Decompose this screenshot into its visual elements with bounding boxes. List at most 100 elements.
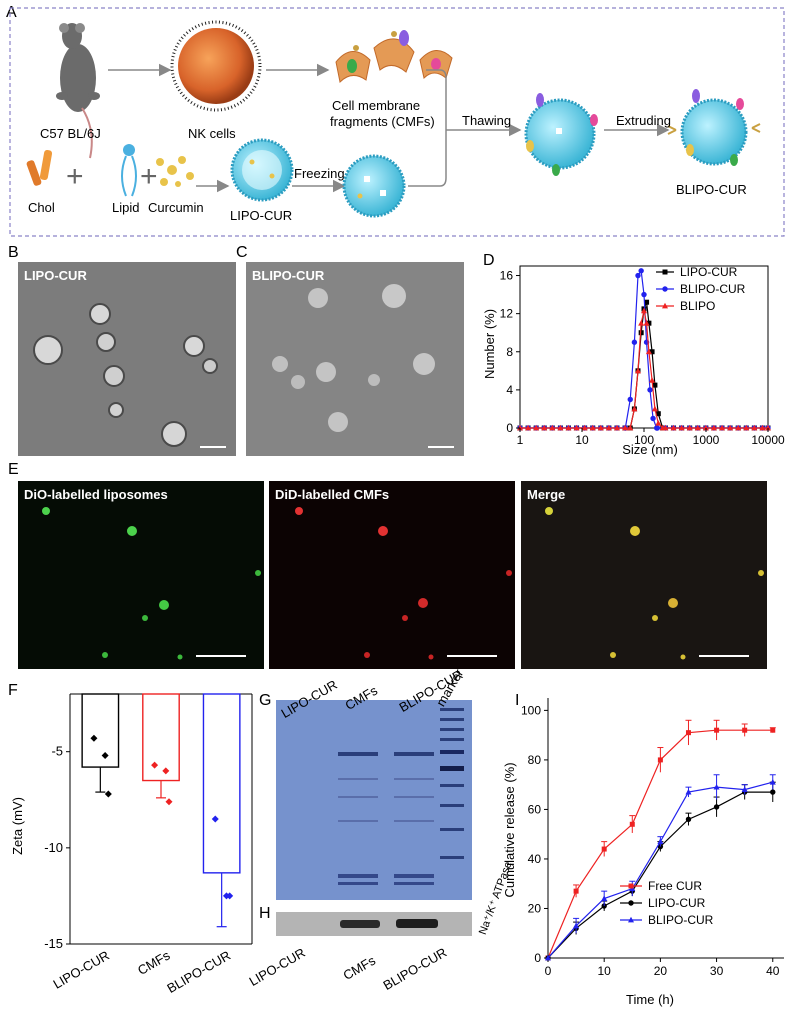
- zeta-bar-0: [81, 693, 120, 768]
- size-chart-y-label: Number (%): [482, 309, 497, 379]
- zeta-category-label-2: BLIPO-CUR: [164, 948, 233, 996]
- series-point: [655, 411, 661, 417]
- release-point: [770, 727, 776, 733]
- wb-band-blipo-cur: [396, 919, 438, 928]
- series-point: [638, 330, 644, 336]
- series-point: [649, 349, 655, 355]
- series-point: [635, 272, 641, 279]
- wb-band-cmfs: [340, 920, 380, 928]
- x-tick-label: 40: [766, 964, 780, 978]
- release-point: [769, 778, 776, 785]
- release-point: [657, 843, 664, 850]
- thawed-liposome-illustration: [524, 93, 598, 176]
- release-point: [685, 730, 691, 736]
- y-tick-label: 8: [506, 345, 513, 359]
- series-point: [605, 424, 612, 431]
- x-tick-label: 1: [517, 433, 524, 447]
- zeta-bar-2: [202, 693, 241, 874]
- size-distribution-chart: 1 10 100 1000 10000 0 4 8 12 16 Size (nm) Number …: [482, 265, 785, 457]
- release-series-line-1: [547, 791, 773, 959]
- series-point: [743, 424, 750, 431]
- cmf-label-line2: fragments (CMFs): [330, 114, 435, 129]
- release-chart-y-label: Cumulative release (%): [502, 762, 517, 897]
- series-point: [735, 424, 742, 431]
- fluorescence-label-merge: Merge: [527, 487, 566, 502]
- panel-label-b: B: [8, 244, 19, 261]
- series-point: [727, 424, 734, 431]
- series-point: [565, 424, 572, 431]
- panel-label-i: I: [515, 692, 520, 709]
- thawing-label: Thawing: [462, 113, 512, 128]
- release-legend-label-0: Free CUR: [648, 879, 702, 893]
- release-point: [714, 727, 720, 733]
- series-point: [653, 425, 660, 431]
- series-point: [525, 424, 532, 431]
- size-chart-ticks: 1 10 100 1000 10000 0 4 8 12 16: [500, 269, 785, 447]
- x-tick-label: 100: [634, 433, 654, 447]
- series-point: [655, 420, 662, 426]
- series-point: [631, 405, 638, 412]
- y-tick-label: -10: [44, 840, 63, 855]
- release-legend-label-2: BLIPO-CUR: [648, 913, 714, 927]
- release-legend-marker-1: [628, 900, 634, 906]
- zeta-data-point: [226, 892, 234, 900]
- lipo-cur-label: LIPO-CUR: [230, 208, 293, 223]
- tem-label-b: LIPO-CUR: [24, 268, 87, 283]
- legend-marker-2: [662, 302, 668, 309]
- series-point: [652, 382, 658, 388]
- lane-cmfs: [338, 752, 378, 885]
- panel-label-h: H: [259, 905, 271, 922]
- size-chart-x-label: Size (nm): [622, 442, 678, 457]
- series-point: [638, 268, 644, 274]
- y-tick-label: 60: [528, 802, 542, 816]
- chol-illustration: [26, 150, 53, 186]
- release-point: [601, 846, 607, 852]
- series-point: [597, 424, 604, 431]
- legend-label-0: LIPO-CUR: [680, 265, 738, 279]
- zeta-category-label-0: LIPO-CUR: [51, 948, 112, 992]
- legend-marker-1: [662, 286, 668, 292]
- gel-graphics: [276, 700, 472, 936]
- series-point: [638, 319, 645, 326]
- series-point: [643, 319, 650, 326]
- legend-marker-0: [662, 269, 668, 275]
- cmf-illustration: [335, 30, 453, 84]
- series-point: [644, 299, 650, 305]
- scale-bar-b: [200, 446, 226, 448]
- series-point: [627, 424, 634, 431]
- lipo-cur-illustration: [230, 138, 294, 202]
- series-point: [751, 424, 758, 431]
- legend-label-2: BLIPO: [680, 299, 715, 313]
- series-point: [659, 424, 666, 431]
- series-point: [641, 307, 647, 314]
- release-point: [629, 821, 635, 827]
- release-chart-plot-area: 0 10 20 30 40 0 20 40 60 80 100 Free CUR LIPO-CUR BLI…: [521, 698, 784, 978]
- series-point: [533, 424, 540, 431]
- release-legend-marker-0: [628, 883, 634, 889]
- release-series-line-2: [547, 781, 773, 959]
- series-point: [710, 424, 717, 431]
- schematic-border: [9, 7, 785, 237]
- sds-gel: [276, 700, 472, 900]
- x-tick-label: 10: [575, 433, 589, 447]
- fluorescence-merge-image: Merge: [521, 481, 767, 669]
- series-point: [647, 387, 653, 393]
- curcumin-label: Curcumin: [148, 200, 204, 215]
- x-tick-label: 1000: [693, 433, 720, 447]
- series-point: [678, 424, 685, 431]
- series-point: [573, 424, 580, 431]
- legend-label-1: BLIPO-CUR: [680, 282, 746, 296]
- nk-cell-illustration: [170, 20, 262, 112]
- release-chart: 0 10 20 30 40 0 20 40 60 80 100 Free CUR LIPO-CUR BLI…: [502, 698, 784, 1007]
- zeta-data-point: [151, 761, 159, 769]
- release-point: [741, 786, 748, 793]
- y-tick-label: -15: [44, 936, 63, 951]
- zeta-bar-1: [142, 693, 180, 782]
- lipid-label: Lipid: [112, 200, 140, 215]
- fluorescence-label-dio: DiO-labelled liposomes: [24, 487, 168, 502]
- y-tick-label: 4: [506, 383, 513, 397]
- schematic-graphics: [9, 7, 785, 237]
- size-chart-legend: LIPO-CUR BLIPO-CUR BLIPO: [656, 265, 746, 313]
- x-tick-label: 30: [710, 964, 724, 978]
